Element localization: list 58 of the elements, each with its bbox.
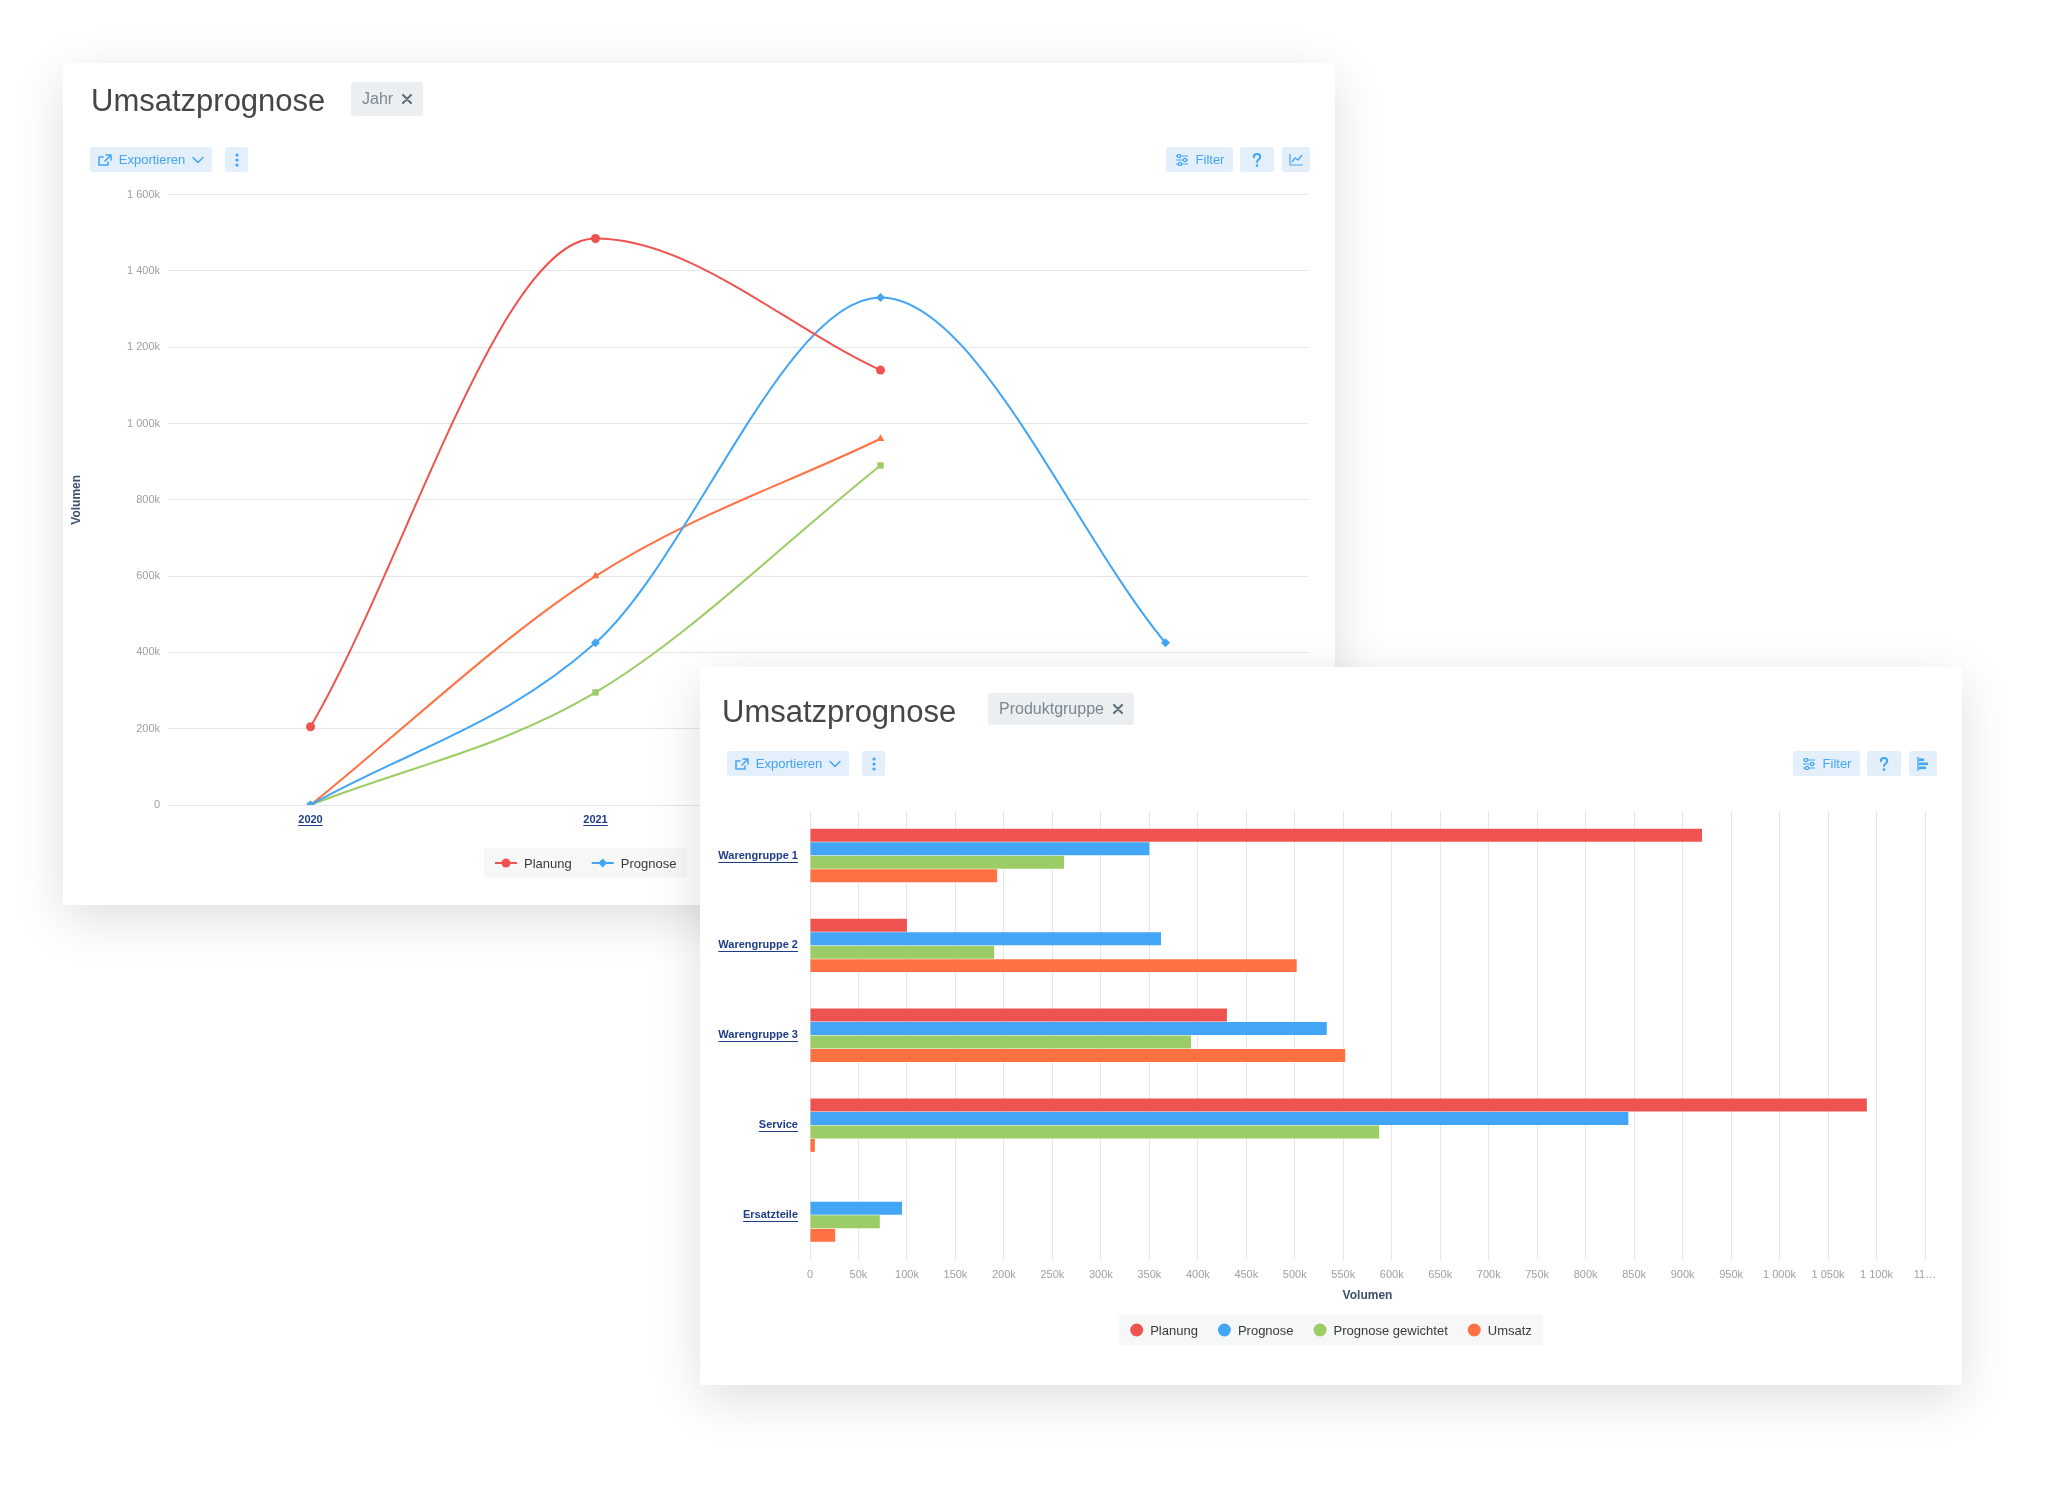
filter-chip: Jahr bbox=[351, 82, 424, 116]
y-tick-label: 600k bbox=[136, 569, 161, 582]
y-tick-label: Service bbox=[758, 1118, 798, 1131]
y-tick-label: 400k bbox=[136, 645, 161, 658]
x-tick-label: 0 bbox=[806, 1267, 814, 1280]
x-tick-label: 1 000k bbox=[1763, 1267, 1797, 1280]
y-tick-label: Warengruppe 3 bbox=[718, 1028, 798, 1041]
y-tick-label: Ersatzteile bbox=[742, 1208, 798, 1221]
y-tick-label: Warengruppe 1 bbox=[718, 848, 798, 861]
legend-label: Umsatz bbox=[1487, 1322, 1532, 1338]
x-tick-label: 800k bbox=[1573, 1267, 1599, 1280]
legend-label: Planung bbox=[524, 855, 572, 871]
y-tick-label: 1 400k bbox=[126, 263, 161, 276]
y-tick-label: 1 000k bbox=[126, 416, 161, 429]
filter-button: Filter bbox=[1166, 147, 1233, 172]
x-tick-label: 11… bbox=[1913, 1267, 1937, 1280]
x-tick-label: 1 050k bbox=[1811, 1267, 1846, 1280]
x-tick-label: 50k bbox=[849, 1267, 868, 1280]
x-tick-label: 400k bbox=[1185, 1267, 1211, 1280]
x-tick-label: 450k bbox=[1234, 1267, 1259, 1280]
export-button: Exportieren bbox=[90, 147, 212, 172]
export-button: Exportieren bbox=[727, 751, 849, 776]
chart-title: Umsatzprognose bbox=[722, 694, 957, 730]
annotation: Exportieren bbox=[755, 756, 823, 771]
filter-button: Filter bbox=[1793, 751, 1860, 776]
annotation: Produktgruppe bbox=[999, 700, 1104, 718]
x-tick-label: 200k bbox=[991, 1267, 1017, 1280]
x-tick-label: 1 100k bbox=[1860, 1267, 1894, 1280]
x-tick-label: 850k bbox=[1622, 1267, 1647, 1280]
y-tick-label: 1 600k bbox=[126, 187, 161, 200]
x-tick-label: 150k bbox=[943, 1267, 968, 1280]
x-tick-label: 650k bbox=[1428, 1267, 1453, 1280]
x-tick-label: 2020 bbox=[298, 812, 323, 825]
y-axis-title: Volumen bbox=[68, 474, 83, 525]
x-tick-label: 300k bbox=[1088, 1267, 1114, 1280]
x-tick-label: 500k bbox=[1282, 1267, 1308, 1280]
legend-label: Planung bbox=[1150, 1322, 1198, 1338]
y-tick-label: 1 200k bbox=[126, 340, 161, 353]
x-tick-label: 550k bbox=[1331, 1267, 1356, 1280]
legend-label: Prognose gewichtet bbox=[1333, 1322, 1449, 1338]
x-tick-label: 350k bbox=[1137, 1267, 1162, 1280]
x-tick-label: 2021 bbox=[583, 812, 608, 825]
x-tick-label: 600k bbox=[1379, 1267, 1405, 1280]
x-axis-title: Volumen bbox=[1342, 1288, 1393, 1303]
y-tick-label: 0 bbox=[153, 798, 160, 811]
x-tick-label: 950k bbox=[1719, 1267, 1744, 1280]
x-tick-label: 250k bbox=[1040, 1267, 1065, 1280]
x-tick-label: 900k bbox=[1670, 1267, 1696, 1280]
x-tick-label: 700k bbox=[1476, 1267, 1502, 1280]
legend-label: Prognose bbox=[1237, 1322, 1294, 1338]
x-tick-label: 100k bbox=[895, 1267, 920, 1280]
y-tick-label: Warengruppe 2 bbox=[718, 938, 798, 951]
y-tick-label: 800k bbox=[136, 492, 161, 505]
y-tick-label: 200k bbox=[136, 721, 161, 734]
filter-chip: Produktgruppe bbox=[988, 693, 1134, 725]
legend-label: Prognose bbox=[620, 855, 677, 871]
x-tick-label: 750k bbox=[1525, 1267, 1550, 1280]
chart-title: Umsatzprognose bbox=[91, 83, 326, 119]
